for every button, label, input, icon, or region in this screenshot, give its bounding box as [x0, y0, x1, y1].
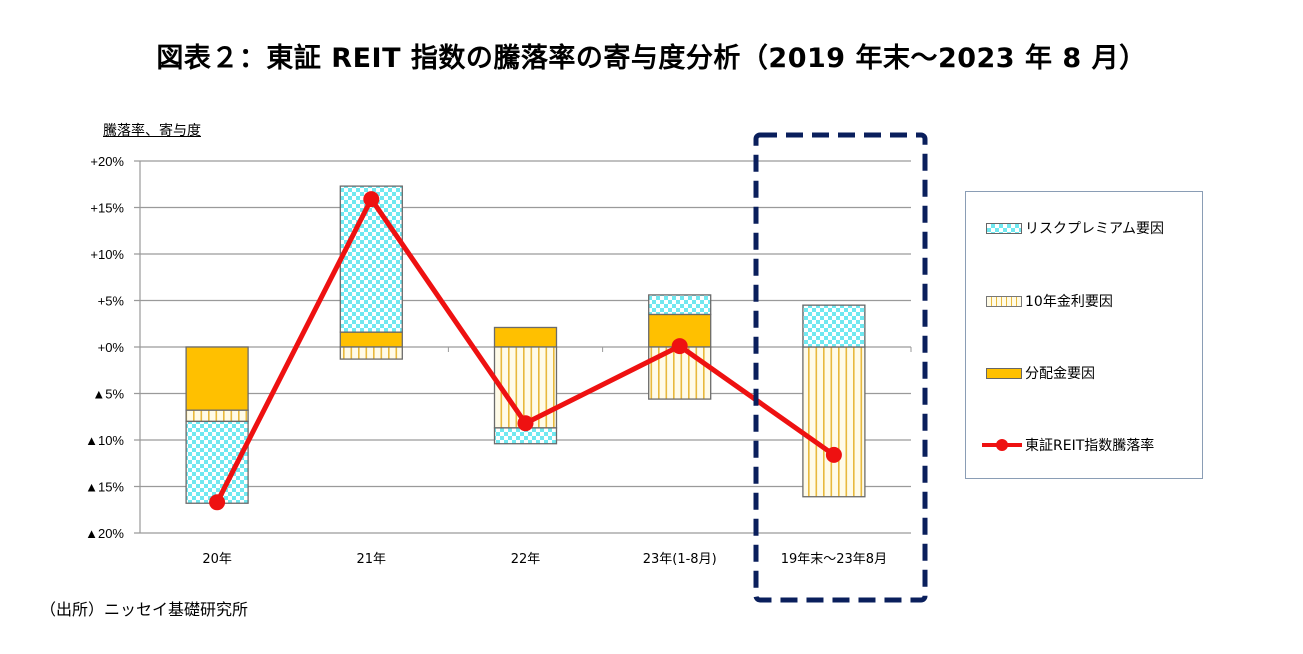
legend-item-rate: 10年金利要因 — [986, 291, 1113, 311]
bar-segment — [648, 294, 712, 316]
y-tick-label: ▲10% — [85, 433, 124, 448]
source-note: （出所）ニッセイ基礎研究所 — [40, 600, 249, 619]
x-tick-label: 20年 — [202, 552, 232, 567]
y-axis-label: 騰落率、寄与度 — [103, 123, 201, 139]
bar-segment — [185, 346, 249, 411]
legend-item-risk: リスクプレミアム要因 — [986, 218, 1164, 238]
highlight-box — [753, 132, 928, 603]
legend-item-line: 東証REIT指数騰落率 — [982, 435, 1154, 455]
y-tick-label: +0% — [98, 340, 125, 355]
y-tick-label: +5% — [98, 294, 125, 309]
x-tick-label: 19年末～23年8月 — [781, 552, 887, 567]
bar-segment — [339, 346, 403, 360]
legend-item-dist: 分配金要因 — [986, 363, 1095, 383]
risk-pattern-swatch-icon — [986, 222, 1022, 234]
bar-segment — [185, 409, 249, 423]
dist-solid-swatch-icon — [986, 367, 1022, 379]
x-tick-label: 22年 — [511, 552, 541, 567]
legend-label-dist: 分配金要因 — [1025, 366, 1095, 382]
line-marker — [671, 338, 688, 355]
legend-label-rate: 10年金利要因 — [1025, 294, 1113, 310]
bars — [185, 185, 866, 504]
bar-segment — [648, 313, 712, 348]
x-axis-ticks: 20年 21年 22年 23年(1-8月) 19年末～23年8月 — [202, 552, 887, 567]
y-axis-ticks: +20% +15% +10% +5% +0% ▲5% ▲10% ▲15% ▲20% — [85, 154, 124, 541]
y-tick-label: ▲20% — [85, 526, 124, 541]
legend: リスクプレミアム要因 10年金利要因 分配金要因 東証REIT指数騰落率 — [965, 191, 1203, 479]
y-tick-label: ▲5% — [92, 387, 124, 402]
bar-segment — [802, 346, 866, 498]
bar-segment — [802, 304, 866, 348]
line-marker-swatch-icon — [982, 439, 1022, 451]
y-tick-label: ▲15% — [85, 480, 124, 495]
bar-segment — [493, 326, 558, 348]
line-marker — [209, 494, 226, 511]
y-tick-label: +20% — [90, 154, 124, 169]
index-line — [209, 191, 842, 511]
chart-title: 図表２：東証 REIT 指数の騰落率の寄与度分析（2019 年末～2023 年 … — [156, 43, 1147, 74]
line-marker — [363, 191, 380, 208]
y-tick-label: +10% — [90, 247, 124, 262]
rate-stripe-swatch-icon — [986, 295, 1022, 307]
x-tick-label: 21年 — [357, 552, 387, 567]
x-tick-label: 23年(1-8月) — [643, 552, 717, 567]
legend-label-risk: リスクプレミアム要因 — [1025, 221, 1165, 237]
line-marker — [517, 415, 534, 432]
bar-segment — [339, 185, 403, 333]
y-tick-label: +15% — [90, 201, 124, 216]
line-marker — [825, 446, 842, 463]
bar-segment — [339, 331, 403, 348]
legend-label-line: 東証REIT指数騰落率 — [1025, 438, 1155, 454]
